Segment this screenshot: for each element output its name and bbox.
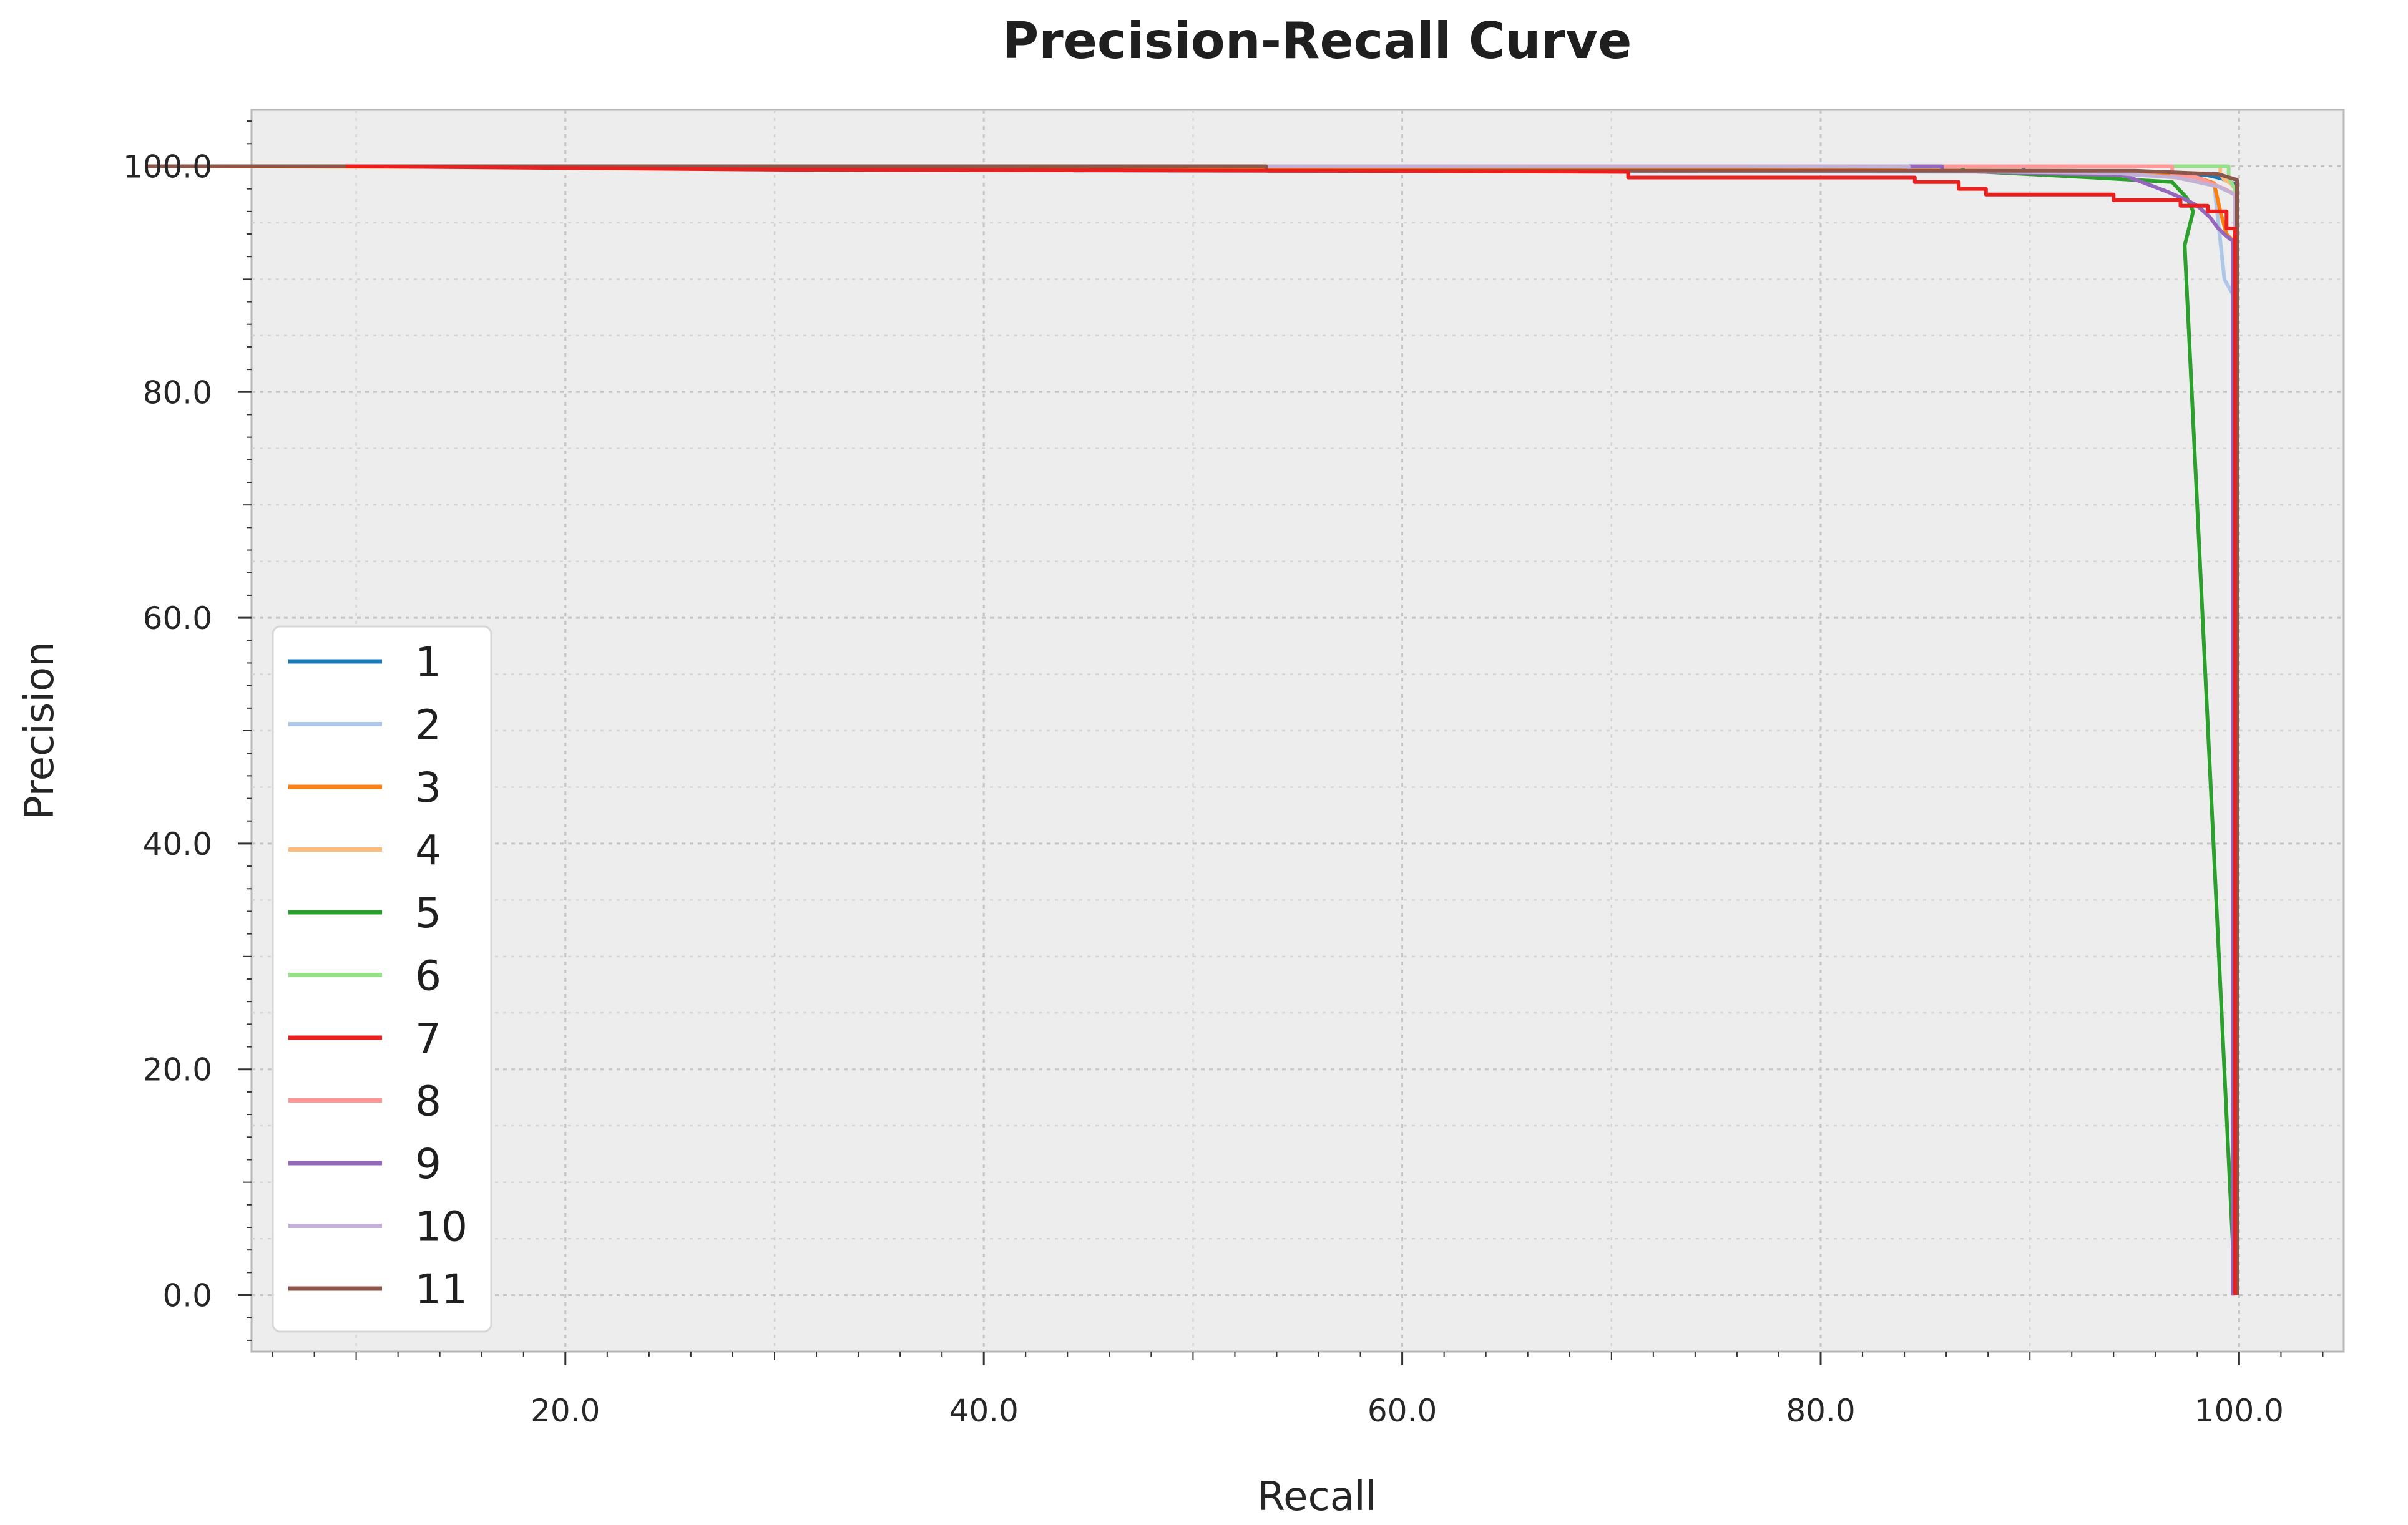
x-tick-label: 40.0 [949, 1393, 1019, 1429]
legend-label-2: 2 [415, 701, 441, 749]
y-tick-labels: 0.0 20.0 40.0 60.0 80.0 100.0 [123, 149, 212, 1313]
legend: 1 2 3 4 5 6 7 8 9 10 11 [272, 625, 492, 1333]
y-tick-label: 40.0 [143, 826, 212, 862]
legend-label-6: 6 [415, 952, 441, 1000]
x-tick-label: 80.0 [1786, 1393, 1855, 1429]
legend-label-5: 5 [415, 889, 441, 937]
y-axis-label: Precision [17, 641, 63, 820]
series-lines [147, 164, 2239, 1295]
plot-area [250, 109, 2345, 1353]
legend-label-8: 8 [415, 1078, 441, 1126]
legend-label-11: 11 [415, 1265, 467, 1313]
legend-label-7: 7 [415, 1015, 441, 1063]
y-tick-label: 60.0 [143, 600, 212, 636]
y-tick-label: 0.0 [162, 1278, 212, 1314]
series-line-7 [345, 164, 2237, 1295]
legend-label-1: 1 [415, 638, 441, 686]
legend-box [272, 625, 492, 1333]
x-tick-label: 60.0 [1368, 1393, 1437, 1429]
legend-label-4: 4 [415, 827, 441, 875]
series-line-10 [147, 164, 2237, 1295]
x-tick-label: 100.0 [2195, 1393, 2284, 1429]
x-axis-label: Recall [1258, 1474, 1377, 1520]
series-line-11 [147, 164, 2239, 1295]
x-tick-label: 20.0 [531, 1393, 600, 1429]
axis-ticks [238, 120, 2324, 1365]
y-tick-label: 20.0 [143, 1052, 212, 1088]
chart-title: Precision-Recall Curve [1002, 12, 1632, 70]
legend-label-10: 10 [415, 1203, 467, 1251]
y-tick-label: 100.0 [123, 149, 212, 185]
legend-label-9: 9 [415, 1140, 441, 1188]
x-tick-labels: 20.0 40.0 60.0 80.0 100.0 [531, 1393, 2284, 1429]
legend-label-3: 3 [415, 764, 441, 812]
y-tick-label: 80.0 [143, 374, 212, 411]
